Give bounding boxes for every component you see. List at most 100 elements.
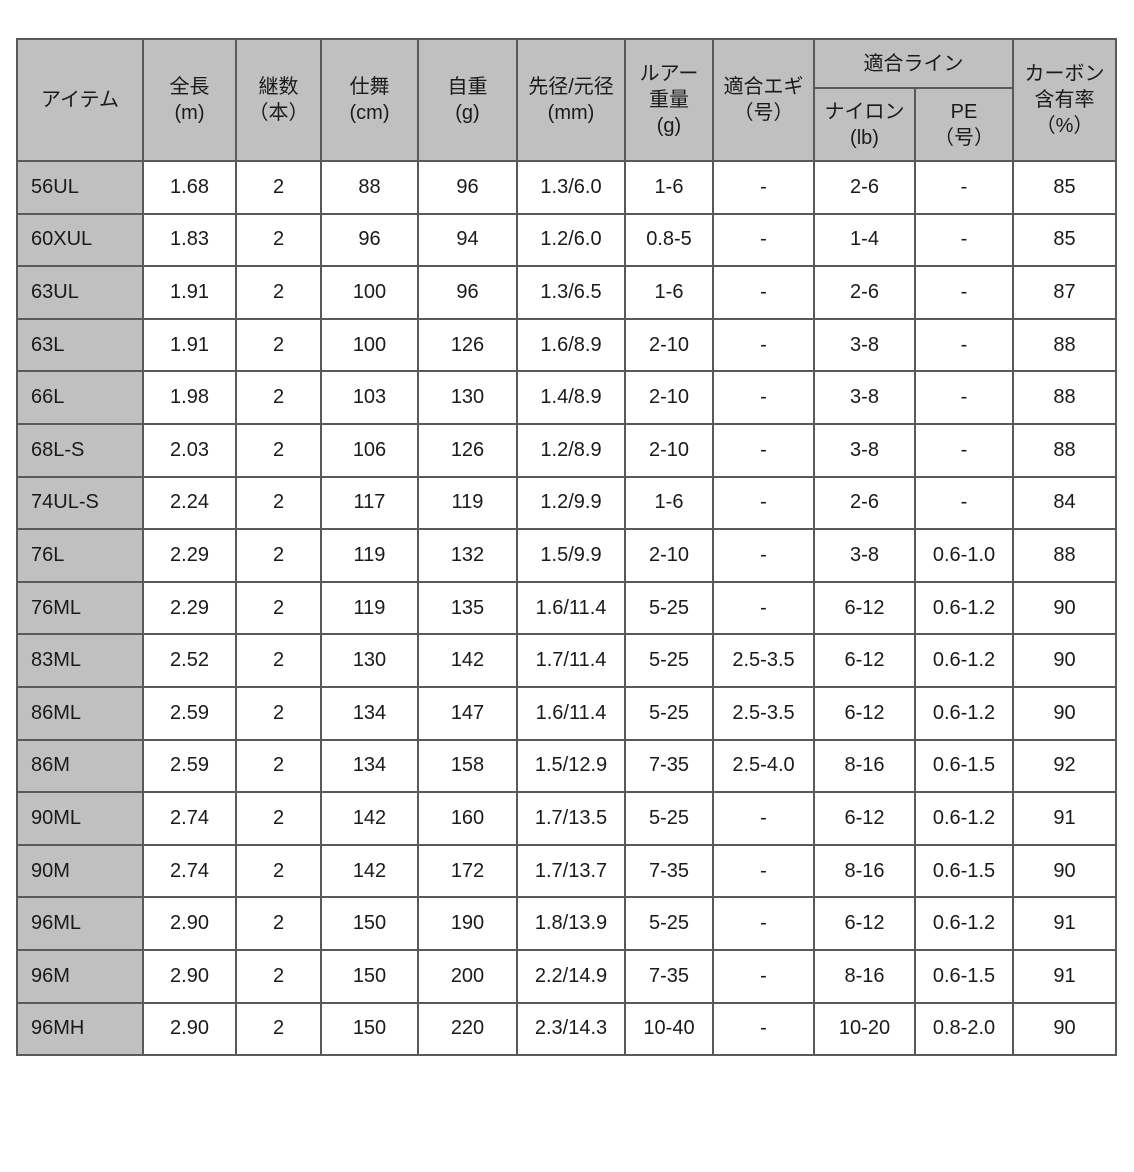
table-row: 86ML 2.59 2 134 147 1.6/11.4 5-25 2.5-3.…: [16, 685, 1117, 741]
table-row: 63UL 1.91 2 100 96 1.3/6.5 1-6 - 2-6 - 8…: [16, 265, 1117, 320]
cell-diameter: 1.2/6.0: [516, 212, 626, 268]
header-item: アイテム: [16, 38, 144, 162]
table-row: 76ML 2.29 2 119 135 1.6/11.4 5-25 - 6-12…: [16, 580, 1117, 636]
cell-pe: 0.6-1.5: [914, 948, 1014, 1004]
table-row: 76L 2.29 2 119 132 1.5/9.9 2-10 - 3-8 0.…: [16, 528, 1117, 583]
cell-diameter: 1.6/11.4: [516, 580, 626, 636]
cell-sections: 2: [235, 580, 322, 636]
header-sections: 継数 （本）: [235, 38, 322, 162]
cell-length: 2.90: [142, 1001, 237, 1057]
cell-egi: -: [712, 843, 815, 899]
table-row: 96MH 2.90 2 150 220 2.3/14.3 10-40 - 10-…: [16, 1001, 1117, 1057]
cell-carbon: 90: [1012, 685, 1117, 741]
cell-length: 2.59: [142, 685, 237, 741]
cell-pe: 0.6-1.2: [914, 791, 1014, 846]
cell-pe: -: [914, 370, 1014, 425]
cell-weight: 96: [417, 160, 518, 215]
cell-lure-weight: 10-40: [624, 1001, 714, 1057]
cell-item: 86M: [16, 738, 144, 794]
cell-lure-weight: 7-35: [624, 738, 714, 794]
cell-egi: -: [712, 160, 815, 215]
cell-pe: -: [914, 212, 1014, 268]
cell-pe: -: [914, 317, 1014, 373]
cell-pe: 0.6-1.5: [914, 738, 1014, 794]
cell-nylon: 2-6: [813, 265, 916, 320]
cell-nylon: 3-8: [813, 422, 916, 478]
header-egi: 適合エギ （号）: [712, 38, 815, 162]
cell-carbon: 90: [1012, 580, 1117, 636]
cell-egi: -: [712, 528, 815, 583]
cell-length: 2.90: [142, 896, 237, 951]
cell-nylon: 8-16: [813, 948, 916, 1004]
cell-sections: 2: [235, 160, 322, 215]
table-row: 96ML 2.90 2 150 190 1.8/13.9 5-25 - 6-12…: [16, 896, 1117, 951]
cell-egi: -: [712, 580, 815, 636]
cell-diameter: 1.3/6.0: [516, 160, 626, 215]
cell-nylon: 6-12: [813, 685, 916, 741]
cell-nylon: 2-6: [813, 160, 916, 215]
cell-egi: -: [712, 317, 815, 373]
cell-pe: 0.6-1.2: [914, 633, 1014, 688]
cell-item: 90ML: [16, 791, 144, 846]
cell-closed-length: 142: [320, 843, 419, 899]
cell-diameter: 2.2/14.9: [516, 948, 626, 1004]
cell-lure-weight: 2-10: [624, 370, 714, 425]
cell-carbon: 92: [1012, 738, 1117, 794]
cell-lure-weight: 2-10: [624, 317, 714, 373]
cell-length: 2.52: [142, 633, 237, 688]
cell-lure-weight: 2-10: [624, 528, 714, 583]
cell-closed-length: 150: [320, 896, 419, 951]
table-row: 60XUL 1.83 2 96 94 1.2/6.0 0.8-5 - 1-4 -…: [16, 212, 1117, 268]
cell-weight: 126: [417, 317, 518, 373]
cell-nylon: 8-16: [813, 738, 916, 794]
cell-pe: -: [914, 475, 1014, 531]
cell-closed-length: 119: [320, 528, 419, 583]
cell-carbon: 90: [1012, 1001, 1117, 1057]
cell-length: 1.91: [142, 265, 237, 320]
cell-weight: 160: [417, 791, 518, 846]
cell-lure-weight: 1-6: [624, 475, 714, 531]
cell-egi: -: [712, 265, 815, 320]
cell-nylon: 6-12: [813, 633, 916, 688]
header-closed-length: 仕舞 (cm): [320, 38, 419, 162]
cell-item: 63UL: [16, 265, 144, 320]
cell-diameter: 1.7/11.4: [516, 633, 626, 688]
header-weight: 自重 (g): [417, 38, 518, 162]
cell-length: 2.03: [142, 422, 237, 478]
cell-lure-weight: 1-6: [624, 160, 714, 215]
cell-sections: 2: [235, 843, 322, 899]
cell-item: 74UL-S: [16, 475, 144, 531]
cell-carbon: 88: [1012, 528, 1117, 583]
table-row: 56UL 1.68 2 88 96 1.3/6.0 1-6 - 2-6 - 85: [16, 160, 1117, 215]
cell-carbon: 88: [1012, 317, 1117, 373]
cell-pe: -: [914, 422, 1014, 478]
cell-nylon: 6-12: [813, 580, 916, 636]
cell-sections: 2: [235, 475, 322, 531]
cell-egi: -: [712, 948, 815, 1004]
cell-diameter: 1.4/8.9: [516, 370, 626, 425]
cell-diameter: 1.6/8.9: [516, 317, 626, 373]
cell-sections: 2: [235, 685, 322, 741]
cell-sections: 2: [235, 948, 322, 1004]
rod-spec-table: アイテム 全長 (m) 継数 （本） 仕舞 (cm) 自重 (g) 先径/元径 …: [16, 38, 1117, 1057]
cell-pe: 0.6-1.0: [914, 528, 1014, 583]
cell-nylon: 1-4: [813, 212, 916, 268]
cell-diameter: 1.7/13.5: [516, 791, 626, 846]
cell-weight: 200: [417, 948, 518, 1004]
cell-length: 1.68: [142, 160, 237, 215]
cell-weight: 147: [417, 685, 518, 741]
cell-sections: 2: [235, 633, 322, 688]
cell-length: 1.91: [142, 317, 237, 373]
cell-length: 2.74: [142, 843, 237, 899]
cell-carbon: 91: [1012, 948, 1117, 1004]
cell-weight: 135: [417, 580, 518, 636]
cell-diameter: 1.2/8.9: [516, 422, 626, 478]
table-row: 86M 2.59 2 134 158 1.5/12.9 7-35 2.5-4.0…: [16, 738, 1117, 794]
cell-diameter: 1.5/9.9: [516, 528, 626, 583]
header-diameter: 先径/元径 (mm): [516, 38, 626, 162]
header-length: 全長 (m): [142, 38, 237, 162]
cell-nylon: 3-8: [813, 317, 916, 373]
cell-carbon: 84: [1012, 475, 1117, 531]
cell-egi: 2.5-4.0: [712, 738, 815, 794]
cell-length: 2.59: [142, 738, 237, 794]
